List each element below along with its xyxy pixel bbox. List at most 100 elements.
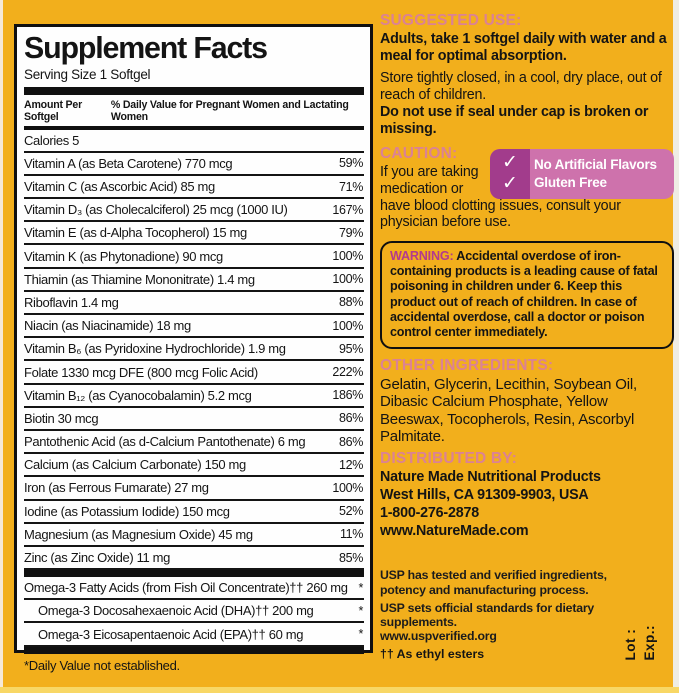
caution-section: CAUTION: If you are taking medication or… <box>380 145 674 231</box>
right-column: SUGGESTED USE: Adults, take 1 softgel da… <box>380 12 674 662</box>
table-row: Zinc (as Zinc Oxide) 11 mg 85% <box>24 547 364 571</box>
nutrient-name: Vitamin A (as Beta Carotene) 770 mcg <box>24 155 233 171</box>
nutrient-name: Vitamin K (as Phytonadione) 90 mcg <box>24 248 223 264</box>
table-header: Amount Per Softgel % Daily Value for Pre… <box>24 95 364 126</box>
daily-value: 88% <box>339 295 363 310</box>
daily-value: * <box>358 580 363 595</box>
daily-value: 100% <box>332 272 363 287</box>
nutrient-name: Vitamin E (as d-Alpha Tocopherol) 15 mg <box>24 225 247 241</box>
caution-text-rest: have blood clotting issues, consult your… <box>380 197 621 231</box>
distributor-name: Nature Made Nutritional Products <box>380 469 601 486</box>
nutrient-name: Vitamin B₆ (as Pyridoxine Hydrochloride)… <box>24 341 286 357</box>
daily-value: 12% <box>339 457 363 472</box>
daily-value: 100% <box>332 480 363 495</box>
daily-value: 11% <box>339 527 363 542</box>
daily-value: 59% <box>339 156 363 171</box>
nutrient-name: Vitamin C (as Ascorbic Acid) 85 mg <box>24 179 215 195</box>
nutrient-name: Thiamin (as Thiamine Mononitrate) 1.4 mg <box>24 271 255 287</box>
nutrient-name: Magnesium (as Magnesium Oxide) 45 mg <box>24 526 253 542</box>
caution-text-left: If you are taking medication or <box>380 164 479 198</box>
divider-thick <box>24 86 364 95</box>
nutrient-name: Niacin (as Niacinamide) 18 mg <box>24 318 191 334</box>
table-row: Vitamin B₁₂ (as Cyanocobalamin) 5.2 mcg 1… <box>24 385 364 408</box>
col-header-daily-value: % Daily Value for Pregnant Women and Lac… <box>110 98 349 123</box>
daily-value: 100% <box>332 249 363 264</box>
warning-text: Accidental overdose of iron-containing p… <box>390 249 658 339</box>
table-row: Omega-3 Docosahexaenoic Acid (DHA)†† 200… <box>24 600 364 624</box>
caution-heading: CAUTION: <box>380 145 458 163</box>
label-left-edge <box>0 0 3 693</box>
table-row: Biotin 30 mcg 86% <box>24 408 364 431</box>
check-icon: ✓ <box>502 152 518 174</box>
badge-claims: No Artificial Flavors Gluten Free <box>530 156 657 192</box>
nutrient-name: Vitamin B₁₂ (as Cyanocobalamin) 5.2 mcg <box>24 387 252 403</box>
daily-value: 86% <box>339 411 363 426</box>
daily-value-footnote: *Daily Value not established. <box>24 657 180 673</box>
table-row: Thiamin (as Thiamine Mononitrate) 1.4 mg… <box>24 269 364 292</box>
nutrient-name: Riboflavin 1.4 mg <box>24 294 119 310</box>
nutrient-name: Omega-3 Fatty Acids (from Fish Oil Conce… <box>24 580 348 596</box>
nutrient-name: Omega-3 Eicosapentaenoic Acid (EPA)†† 60… <box>38 626 304 642</box>
nutrient-name: Pantothenic Acid (as d-Calcium Pantothen… <box>24 434 306 450</box>
daily-value: 95% <box>339 341 363 356</box>
iron-warning-box: WARNING: Accidental overdose of iron-con… <box>380 241 674 349</box>
col-header-amount: Amount Per Softgel <box>24 98 83 123</box>
other-ingredients-text: Gelatin, Glycerin, Lecithin, Soybean Oil… <box>380 375 637 446</box>
divider-footnote <box>24 646 364 654</box>
table-row: Magnesium (as Magnesium Oxide) 45 mg 11% <box>24 524 364 547</box>
table-row: Calcium (as Calcium Carbonate) 150 mg 12% <box>24 454 364 478</box>
table-row: Vitamin D₃ (as Cholecalciferol) 25 mcg (… <box>24 199 364 223</box>
table-row: Pantothenic Acid (as d-Calcium Pantothen… <box>24 431 364 455</box>
table-row: Vitamin B₆ (as Pyridoxine Hydrochloride)… <box>24 338 364 362</box>
daily-value: * <box>358 627 363 642</box>
nutrient-name: Iodine (as Potassium Iodide) 150 mcg <box>24 503 230 519</box>
usp-website: www.uspverified.org <box>380 629 497 644</box>
table-row: Vitamin K (as Phytonadione) 90 mcg 100% <box>24 245 364 269</box>
daily-value: 71% <box>339 179 363 194</box>
distributed-by-heading: DISTRIBUTED BY: <box>380 450 518 468</box>
other-ingredients-heading: OTHER INGREDIENTS: <box>380 356 554 374</box>
table-row: Iron (as Ferrous Fumarate) 27 mg 100% <box>24 477 364 501</box>
nutrient-name: Folate 1330 mcg DFE (800 mcg Folic Acid) <box>24 364 258 380</box>
daily-value: 100% <box>332 318 363 333</box>
label-bottom-edge <box>0 687 679 693</box>
table-row: Vitamin C (as Ascorbic Acid) 85 mg 71% <box>24 176 364 200</box>
ethyl-esters-note: †† As ethyl esters <box>380 647 485 662</box>
warning-label: WARNING: <box>390 249 454 264</box>
nutrient-name: Calcium (as Calcium Carbonate) 150 mg <box>24 457 246 473</box>
nutrient-name: Iron (as Ferrous Fumarate) 27 mg <box>24 480 209 496</box>
exp-label: Exp.: <box>642 625 657 661</box>
panel-title: Supplement Facts <box>24 30 268 65</box>
daily-value: 86% <box>339 434 363 449</box>
daily-value: 186% <box>332 388 363 403</box>
suggested-use-line3: Do not use if seal under cap is broken o… <box>380 103 649 137</box>
supplement-facts-panel: Supplement Facts Serving Size 1 Softgel … <box>14 24 373 673</box>
table-row: Omega-3 Fatty Acids (from Fish Oil Conce… <box>24 577 364 601</box>
suggested-use-line1: Adults, take 1 softgel daily with water … <box>380 31 667 64</box>
suggested-use-heading: SUGGESTED USE: <box>380 12 522 29</box>
serving-size: Serving Size 1 Softgel <box>24 66 151 82</box>
claim-no-artificial-flavors: No Artificial Flavors <box>534 157 657 173</box>
badge-checkmarks: ✓ ✓ <box>490 149 530 200</box>
nutrient-name: Omega-3 Docosahexaenoic Acid (DHA)†† 200… <box>38 603 314 619</box>
label-right-edge <box>673 0 679 693</box>
nutrient-name: Biotin 30 mcg <box>24 410 99 426</box>
claim-gluten-free: Gluten Free <box>534 175 607 191</box>
check-icon: ✓ <box>502 173 518 195</box>
usp-standards-text: USP sets official standards for dietary … <box>380 600 595 629</box>
nutrient-name: Zinc (as Zinc Oxide) 11 mg <box>24 550 170 566</box>
table-row: Vitamin A (as Beta Carotene) 770 mcg 59% <box>24 153 364 176</box>
nutrient-name: Vitamin D₃ (as Cholecalciferol) 25 mcg (… <box>24 202 288 218</box>
daily-value: 167% <box>332 202 363 217</box>
table-row: Calories 5 <box>24 130 364 153</box>
suggested-use-line2: Store tightly closed, in a cool, dry pla… <box>380 70 662 104</box>
daily-value: 79% <box>339 225 363 240</box>
usp-verified-text: USP has tested and verified ingredients,… <box>380 568 607 597</box>
omega-rows: Omega-3 Fatty Acids (from Fish Oil Conce… <box>24 577 364 647</box>
table-row: Iodine (as Potassium Iodide) 150 mcg 52% <box>24 501 364 524</box>
table-row: Riboflavin 1.4 mg 88% <box>24 292 364 316</box>
daily-value: * <box>358 603 363 618</box>
daily-value: 52% <box>339 504 363 519</box>
table-row: Vitamin E (as d-Alpha Tocopherol) 15 mg 7… <box>24 222 364 246</box>
